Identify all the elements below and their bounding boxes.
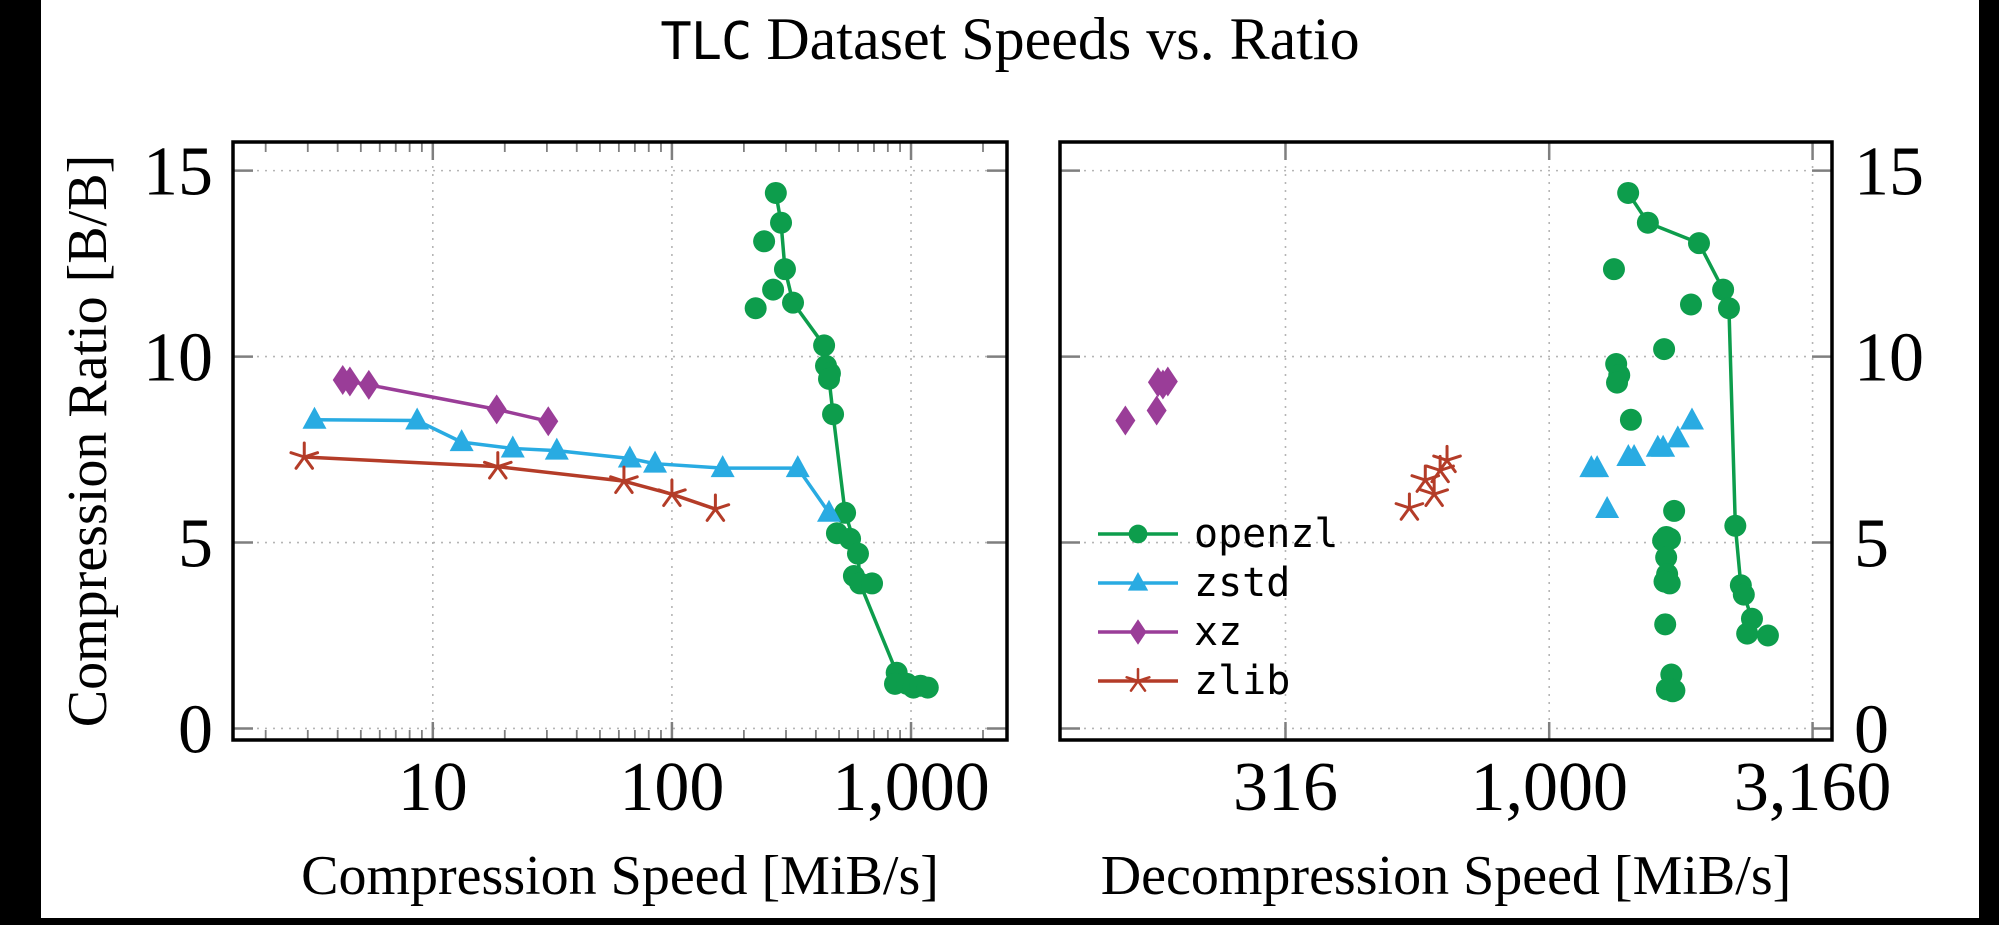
legend: openzl zstd xz zlib (1096, 509, 1339, 705)
compression-tick-labels: 10 100 1,000 0 5 10 15 (143, 134, 990, 826)
compression-ticks (233, 142, 1007, 740)
decompression-ticks (1060, 142, 1832, 740)
decompression-gridlines (1060, 142, 1832, 740)
chart-title-text: Dataset Speeds vs. Ratio (751, 6, 1360, 72)
svg-text:1,000: 1,000 (1470, 749, 1628, 826)
legend-label-openzl: openzl (1194, 510, 1339, 557)
legend-item-zlib: zlib (1096, 656, 1339, 705)
zstd-marker-icon (1098, 571, 1178, 591)
svg-text:0: 0 (1854, 691, 1889, 768)
zlib-marker-icon (1098, 667, 1178, 692)
decompression-series-zlib (1394, 444, 1462, 521)
decompression-series-xz (1115, 366, 1178, 436)
svg-text:1,000: 1,000 (832, 749, 990, 826)
legend-item-xz: xz (1096, 607, 1339, 656)
svg-text:5: 5 (178, 506, 213, 583)
legend-label-zstd: zstd (1194, 559, 1291, 606)
right-black-border (1979, 0, 1999, 925)
svg-text:15: 15 (1854, 134, 1924, 211)
left-black-border (0, 0, 41, 925)
svg-text:15: 15 (143, 134, 213, 211)
chart-title-dataset-name: TLC (660, 12, 752, 72)
svg-text:3,160: 3,160 (1734, 749, 1892, 826)
x-axis-title-right: Decompression Speed [MiB/s] (1100, 845, 1792, 907)
compression-plot: 10 100 1,000 0 5 10 15 (143, 134, 1009, 826)
chart-title: TLC Dataset Speeds vs. Ratio (41, 6, 1979, 75)
decompression-series-openzl (1602, 181, 1779, 703)
svg-text:5: 5 (1854, 506, 1889, 583)
legend-item-openzl: openzl (1096, 509, 1339, 558)
decompression-series-zstd (1579, 407, 1704, 519)
x-axis-title-left: Compression Speed [MiB/s] (301, 845, 939, 907)
svg-text:10: 10 (143, 320, 213, 397)
legend-item-zstd: zstd (1096, 558, 1339, 607)
openzl-marker-icon (1098, 524, 1178, 543)
svg-text:100: 100 (619, 749, 724, 826)
compression-series-zlib (289, 441, 731, 522)
legend-label-zlib: zlib (1194, 657, 1291, 704)
xz-marker-icon (1098, 618, 1178, 645)
compression-gridlines (233, 142, 1007, 740)
svg-text:10: 10 (1854, 320, 1924, 397)
bottom-black-border (0, 918, 1999, 925)
legend-label-xz: xz (1194, 608, 1243, 655)
svg-text:10: 10 (398, 749, 468, 826)
compression-series-xz (332, 365, 559, 437)
svg-text:0: 0 (178, 691, 213, 768)
compression-series-zstd (302, 406, 842, 522)
compression-series-openzl (744, 181, 939, 699)
svg-text:316: 316 (1233, 749, 1338, 826)
